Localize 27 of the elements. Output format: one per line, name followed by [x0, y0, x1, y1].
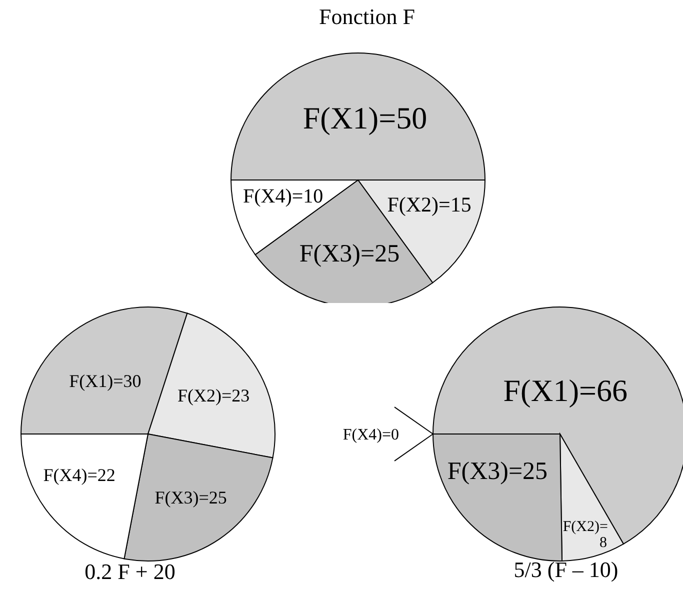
slice-label: F(X1) — [503, 372, 580, 408]
slice-label: F(X1) — [69, 370, 114, 391]
data-label: =66 — [579, 372, 628, 408]
text: 0.2 F + 20 — [84, 559, 176, 584]
slice-label: F(X3) — [154, 487, 199, 508]
data-label: =23 — [222, 386, 250, 406]
data-label: =22 — [87, 464, 116, 485]
slice-label: F(X1) — [302, 100, 379, 136]
slice-label: F(X4) — [243, 185, 292, 208]
text: =0 — [382, 426, 400, 444]
data-label: =15 — [438, 192, 472, 217]
data-label: =25 — [360, 240, 400, 268]
data-label: =30 — [113, 370, 142, 391]
slice-label: F(X3) — [299, 240, 360, 268]
data-label: =10 — [292, 185, 324, 208]
data-label: =25 — [198, 487, 227, 508]
data-label: =25 — [508, 458, 548, 486]
slice-label: F(X2) — [387, 192, 439, 217]
slice-label: F(X3) — [447, 458, 508, 486]
data-label: =8 — [599, 519, 608, 551]
slice-label: F(X2) — [562, 519, 600, 536]
slice-label: F(X2) — [178, 386, 222, 406]
data-label: =50 — [378, 100, 428, 136]
chart-title: Fonction F — [318, 4, 416, 29]
slice-label: F(X4) — [43, 464, 88, 485]
text: 5/3 (F – 10) — [512, 557, 620, 582]
category-label: F(X4) — [342, 426, 382, 444]
